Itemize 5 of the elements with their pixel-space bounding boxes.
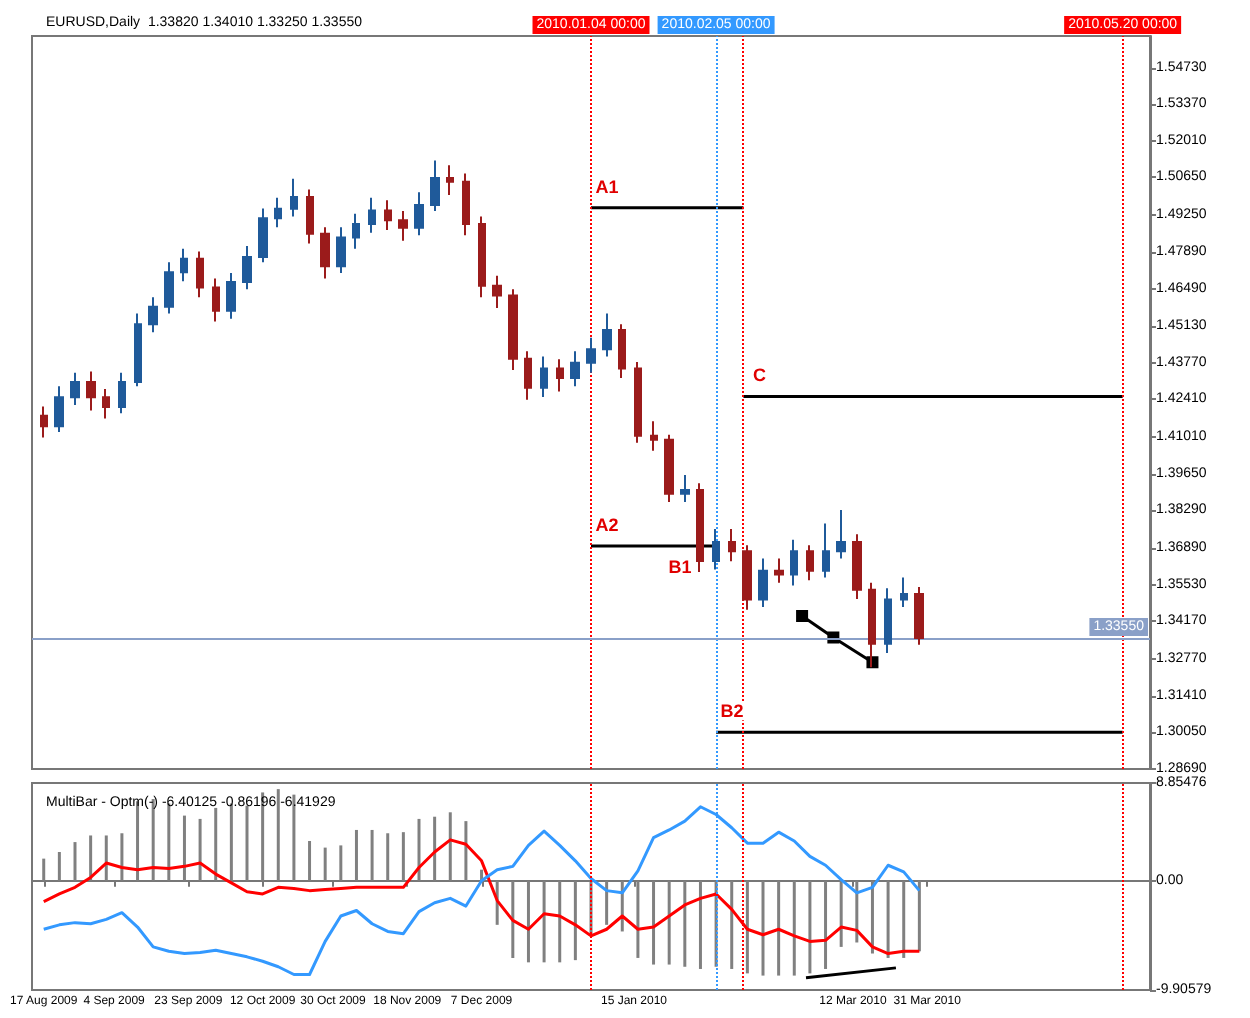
annotation: B2: [720, 701, 744, 722]
annotation: C: [752, 365, 767, 386]
annotation: B1: [668, 557, 692, 578]
annotation: A1: [595, 176, 619, 197]
annotation: A2: [595, 514, 619, 535]
